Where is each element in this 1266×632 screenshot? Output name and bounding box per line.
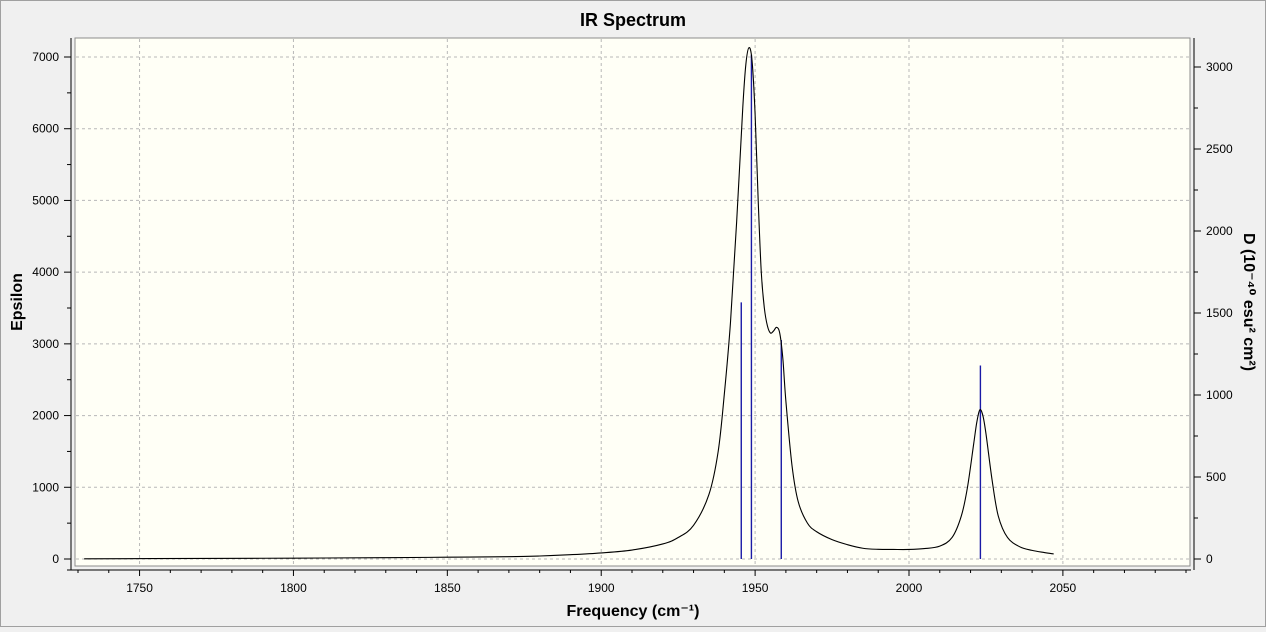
y-axis-left-label: Epsilon: [9, 273, 26, 331]
y-left-tick-label: 6000: [32, 122, 59, 136]
y-left-tick-label: 0: [52, 552, 59, 566]
x-tick-label: 1850: [434, 581, 461, 595]
y-right-tick-label: 2000: [1206, 224, 1233, 238]
y-right-tick-label: 0: [1206, 552, 1213, 566]
x-axis-label: Frequency (cm⁻¹): [567, 603, 700, 620]
plot-area: [74, 37, 1191, 567]
y-left-tick-label: 7000: [32, 50, 59, 64]
y-right-tick-label: 2500: [1206, 142, 1233, 156]
stick-spectrum: [740, 54, 982, 559]
y-axis-right-label: D (10⁻⁴⁰ esu² cm²): [1240, 233, 1257, 371]
chart-title: IR Spectrum: [580, 10, 686, 30]
axes: 1750 1800 1850 1900 1950 2000 2050 0 1000 2000 300…: [32, 38, 1233, 595]
x-tick-label: 2050: [1050, 581, 1077, 595]
y-right-tick-label: 3000: [1206, 60, 1233, 74]
x-tick-label: 1750: [126, 581, 153, 595]
y-right-tick-label: 1000: [1206, 388, 1233, 402]
x-tick-label: 1950: [742, 581, 769, 595]
spectrum-line: [84, 47, 1054, 560]
x-tick-label: 2000: [896, 581, 923, 595]
y-left-tick-label: 3000: [32, 337, 59, 351]
y-left-tick-label: 4000: [32, 265, 59, 279]
x-tick-label: 1900: [588, 581, 615, 595]
grid-lines: [76, 39, 1189, 565]
y-left-tick-label: 1000: [32, 480, 59, 494]
y-left-tick-label: 5000: [32, 193, 59, 207]
x-tick-label: 1800: [280, 581, 307, 595]
broadened-spectrum: [84, 47, 1054, 560]
y-left-tick-label: 2000: [32, 409, 59, 423]
y-right-tick-label: 1500: [1206, 306, 1233, 320]
y-right-tick-label: 500: [1206, 470, 1226, 484]
